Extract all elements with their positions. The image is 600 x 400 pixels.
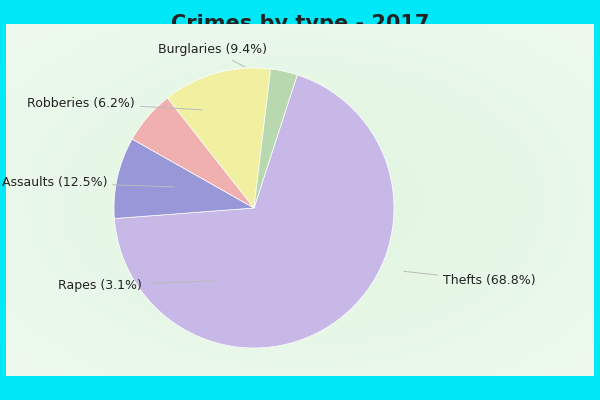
Text: Burglaries (9.4%): Burglaries (9.4%) bbox=[157, 43, 266, 67]
Wedge shape bbox=[167, 68, 271, 208]
Text: Crimes by type - 2017: Crimes by type - 2017 bbox=[171, 14, 429, 34]
Text: Robberies (6.2%): Robberies (6.2%) bbox=[27, 96, 202, 110]
Wedge shape bbox=[115, 75, 394, 348]
Wedge shape bbox=[254, 69, 297, 208]
Text: Assaults (12.5%): Assaults (12.5%) bbox=[1, 176, 174, 189]
Text: Rapes (3.1%): Rapes (3.1%) bbox=[58, 278, 216, 292]
Text: Thefts (68.8%): Thefts (68.8%) bbox=[404, 271, 536, 287]
Wedge shape bbox=[132, 98, 254, 208]
Wedge shape bbox=[114, 139, 254, 218]
Text: City-Data.com: City-Data.com bbox=[474, 72, 558, 85]
